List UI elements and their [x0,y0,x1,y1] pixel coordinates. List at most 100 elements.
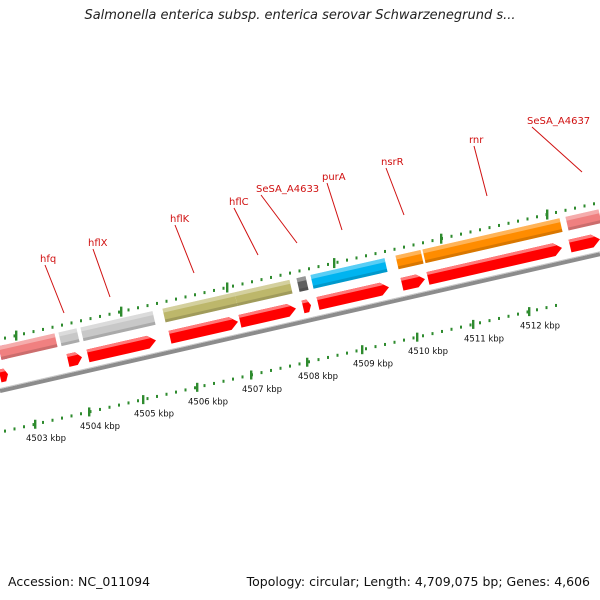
cds-arrow [238,303,296,328]
kbp-label-layer: 4503 kbp 4504 kbp 4505 kbp 4506 kbp 4507 kbp… [26,322,560,445]
inner-tick [555,303,557,307]
inner-tick [498,316,500,320]
cds-track [0,234,600,383]
outer-tick [108,312,111,316]
inner-tick [346,351,348,355]
major-tick [88,407,91,417]
inner-tick [175,390,177,394]
gene-feature [162,292,238,323]
cds-arrow [568,234,600,253]
outer-tick [384,249,386,253]
outer-tick [222,286,225,290]
outer-tick [555,210,557,214]
outer-tick [374,252,377,256]
outer-tick [70,321,73,325]
outer-tick [327,262,329,266]
inner-tick [336,353,339,357]
outer-tick [517,219,519,223]
outer-tick [431,239,434,243]
gene-label: hfq [40,254,56,265]
outer-tick [213,288,215,292]
outer-tick [13,334,16,338]
inner-tick [241,375,244,379]
inner-tick [279,366,282,370]
outer-tick [460,232,462,236]
accession-text: Accession: NC_011094 [8,574,151,589]
gene-feature [0,333,58,360]
outer-tick [403,245,405,249]
label-leader [260,194,298,244]
outer-tick [536,215,538,219]
gene-feature [395,249,424,270]
outer-tick [61,323,63,327]
inner-tick [412,336,415,340]
cds-arrow [66,352,82,367]
gene-label: hflC [229,197,249,208]
outer-tick [80,319,82,323]
gene-feature [80,311,156,342]
inner-tick [460,325,462,329]
inner-tick [118,403,120,407]
outer-tick [308,267,310,271]
inner-tick [431,332,434,336]
outer-tick [89,317,92,321]
inner-tick [298,362,301,366]
inner-tick [327,355,329,359]
inner-tick [289,364,291,368]
outer-tick [175,297,177,301]
major-tick [250,370,253,380]
gene-label: purA [322,172,346,183]
outer-tick [165,299,168,303]
sequence-backbone [0,251,600,393]
gene-label: rnr [469,135,484,146]
inner-tick [317,358,320,362]
outer-major-tick [333,258,336,269]
outer-tick [146,304,149,308]
cds-arrow [426,243,562,285]
inner-tick [479,321,481,325]
label-leader [44,264,65,314]
inner-tick [194,386,196,390]
outer-tick [488,226,491,230]
inner-tick [70,414,73,418]
outer-tick [574,206,576,210]
outer-tick [564,208,567,212]
outer-tick [251,280,253,284]
gene-label: nsrR [381,157,404,168]
outer-tick [317,265,320,269]
outer-tick [336,260,339,264]
inner-tick [536,308,538,312]
label-leader [385,167,405,216]
inner-tick [526,310,529,314]
outer-tick [241,282,244,286]
outer-tick [232,284,234,288]
outer-tick [137,306,139,310]
outer-tick [450,234,453,238]
inner-tick [156,394,158,398]
label-leader [326,182,343,231]
kbp-label: 4508 kbp [298,372,338,382]
backbone-line [0,252,600,393]
label-leader [174,224,195,274]
major-tick [142,395,145,405]
outer-tick [346,258,348,262]
inner-tick [51,418,54,422]
inner-tick [260,371,263,375]
inner-tick [365,347,367,351]
outer-tick [184,295,187,299]
outer-major-tick [226,282,229,293]
outer-tick [23,332,25,336]
outer-major-tick [546,209,549,220]
inner-tick-ring [4,303,557,433]
outer-tick [583,204,586,208]
inner-tick [23,425,25,429]
inner-tick [374,345,377,349]
inner-tick [232,377,234,381]
outer-tick [279,273,282,277]
inner-tick [4,429,6,433]
outer-tick [469,230,472,234]
inner-tick [108,405,111,409]
outer-major-tick [440,233,443,244]
outer-tick-ring [4,202,595,341]
